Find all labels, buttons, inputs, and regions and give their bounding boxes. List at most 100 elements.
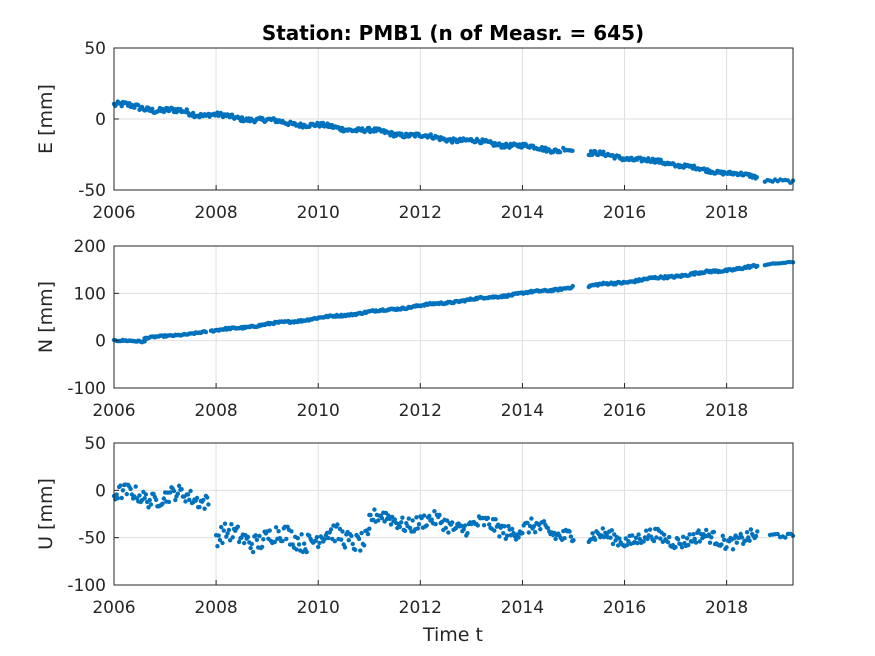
data-point (461, 527, 466, 532)
data-point (525, 520, 530, 526)
data-point (173, 497, 178, 503)
data-point (617, 536, 622, 541)
data-point (593, 537, 598, 542)
data-point (257, 533, 262, 539)
data-point (119, 495, 124, 501)
data-point (150, 106, 155, 112)
data-point (684, 536, 690, 541)
y-tick-label: -100 (67, 576, 106, 596)
data-point (203, 329, 209, 335)
plot-area (114, 246, 793, 388)
axes-box (113, 245, 794, 389)
data-point (230, 535, 235, 540)
x-tick-label: 2016 (603, 598, 646, 618)
data-point (184, 107, 189, 112)
data-point (753, 533, 759, 539)
data-point (545, 525, 551, 531)
data-point (376, 518, 381, 523)
data-point (746, 535, 751, 540)
data-point (520, 530, 525, 536)
data-point (176, 483, 182, 488)
data-point (406, 516, 411, 521)
data-point (450, 140, 455, 145)
data-point (485, 515, 491, 521)
data-point (362, 543, 367, 548)
data-point (755, 263, 760, 269)
data-point (557, 150, 563, 155)
data-point (738, 531, 743, 537)
data-point (146, 505, 151, 510)
data-point (226, 527, 232, 533)
x-axis-label: Time t (422, 624, 483, 646)
data-point (415, 526, 420, 531)
x-tick-label: 2010 (297, 401, 340, 421)
data-point (284, 536, 289, 542)
data-point (424, 523, 429, 528)
data-point (446, 530, 451, 535)
data-point (428, 132, 433, 137)
x-tick-label: 2014 (501, 401, 544, 421)
data-point (215, 544, 220, 549)
chart-title: Station: PMB1 (n of Measr. = 645) (262, 21, 644, 45)
data-point (148, 502, 154, 507)
data-point (365, 531, 371, 537)
data-point (675, 537, 681, 542)
data-point (570, 148, 575, 153)
data-point (248, 545, 253, 551)
x-tick-label: 2016 (603, 203, 646, 223)
data-point (267, 528, 272, 533)
y-axis-label-east: E [mm] (35, 84, 57, 154)
data-point (179, 487, 184, 492)
x-tick-label: 2008 (194, 401, 237, 421)
panels: 2006 2008 2010 2012 2014 2016 2018 -50 0 50 E [mm]… (35, 39, 796, 618)
data-point (739, 535, 745, 540)
plot-area (114, 443, 793, 585)
data-point (459, 523, 464, 528)
data-point (302, 541, 307, 546)
data-point (644, 528, 649, 533)
data-point (296, 542, 302, 547)
data-point (168, 490, 173, 495)
data-point (317, 540, 322, 546)
data-point (686, 542, 691, 548)
data-point (120, 488, 126, 493)
data-point (322, 537, 327, 542)
y-axis-label-up: U [mm] (35, 478, 57, 550)
data-point (290, 542, 295, 547)
data-point (734, 540, 739, 545)
panel-up: 2006 2008 2010 2012 2014 2016 2018 -100 -50 0 50 U … (35, 434, 796, 618)
data-point (693, 540, 699, 545)
data-point (245, 534, 251, 540)
data-point (641, 539, 646, 544)
x-tick-label: 2006 (92, 203, 135, 223)
data-point (392, 517, 397, 522)
data-point (651, 538, 657, 544)
data-point (724, 545, 729, 550)
data-point (216, 533, 221, 538)
data-point (630, 533, 635, 538)
data-point (501, 531, 506, 536)
x-tick-label: 2018 (705, 401, 748, 421)
data-point (433, 521, 438, 527)
data-point (462, 523, 468, 528)
data-point (367, 526, 372, 531)
data-point (504, 533, 510, 538)
data-point (273, 525, 279, 530)
y-tick-label: 0 (95, 110, 106, 130)
data-point (541, 519, 547, 524)
data-point (175, 491, 180, 496)
data-point (571, 538, 576, 543)
y-tick-label: -50 (78, 181, 106, 201)
data-point (206, 502, 211, 507)
y-tick-label: 50 (84, 39, 106, 59)
data-point (349, 533, 354, 539)
data-point (304, 549, 309, 555)
data-point (272, 539, 277, 545)
data-point (410, 518, 415, 523)
data-point (570, 283, 575, 289)
data-point (350, 541, 355, 547)
data-point (481, 523, 487, 528)
data-point (205, 495, 210, 500)
data-point (590, 531, 595, 536)
